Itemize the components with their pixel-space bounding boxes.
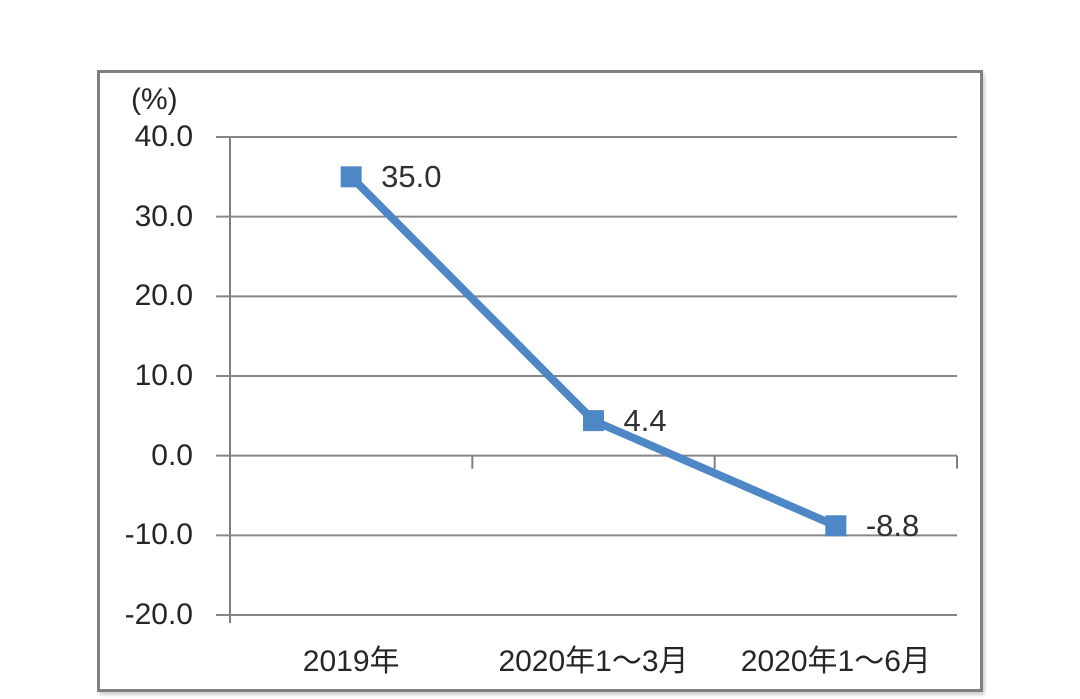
chart-frame	[97, 70, 983, 692]
data-point-label: 35.0	[381, 158, 442, 194]
data-point-label: -8.8	[865, 507, 920, 543]
y-axis-tick-label: 20.0	[134, 279, 193, 313]
x-axis-category-label: 2020年1～3月	[498, 645, 689, 678]
y-axis-tick-label: 30.0	[134, 199, 193, 233]
y-axis-tick-label: 10.0	[134, 359, 193, 392]
y-axis-tick-label: 40.0	[134, 120, 193, 153]
data-point-label: 4.4	[623, 402, 667, 438]
y-axis-unit-label: (%)	[131, 83, 178, 116]
y-axis-tick-label: -10.0	[124, 518, 193, 552]
y-axis-tick-label: -20.0	[124, 598, 193, 631]
y-axis-tick-label: 0.0	[151, 438, 193, 472]
x-axis-category-label: 2020年1～6月	[740, 645, 931, 678]
x-axis-category-label: 2019年	[302, 645, 400, 678]
